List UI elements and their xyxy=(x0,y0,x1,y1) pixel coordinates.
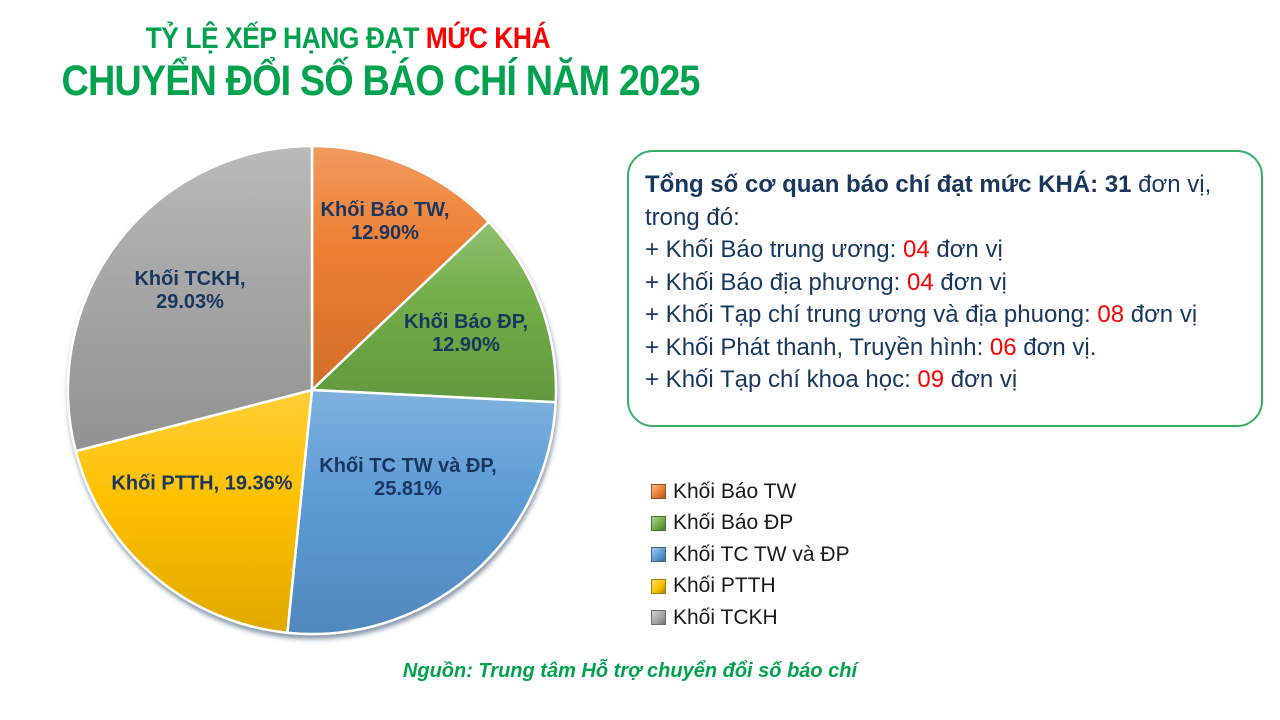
legend-item-3: Khối TC TW và ĐP xyxy=(651,539,850,571)
info-count-value: 06 xyxy=(989,333,1017,361)
info-box-line-5: + Khối Tạp chí trung ương và địa phuong:… xyxy=(645,299,1247,332)
pie-slice-label-4: Khối PTTH, 19.36% xyxy=(111,472,293,495)
info-count-value: 08 xyxy=(1097,301,1125,328)
legend-swatch-icon xyxy=(651,610,666,626)
info-box-line-3: + Khối Báo trung ương: 04 đơn vị xyxy=(645,234,1247,267)
pie-slice-2 xyxy=(310,220,558,404)
info-box-line-4: + Khối Báo địa phương: 04 đơn vị xyxy=(645,267,1247,300)
legend-item-2: Khối Báo ĐP xyxy=(651,508,850,540)
legend-label: Khối Báo ĐP xyxy=(673,511,794,535)
info-box-line-7: + Khối Tạp chí khoa học: 09 đơn vị xyxy=(645,364,1247,397)
info-count-value: 04 xyxy=(906,268,934,296)
title-line-2: CHUYỂN ĐỔI SỐ BÁO CHÍ NĂM 2025 xyxy=(61,57,701,105)
pie-slice-5 xyxy=(66,144,314,453)
pie-slice-4 xyxy=(74,388,314,634)
info-box-line-1: Tổng số cơ quan báo chí đạt mức KHÁ: 31 … xyxy=(645,169,1247,202)
pie-slice-1 xyxy=(310,144,491,392)
info-count-value: 04 xyxy=(902,236,930,263)
info-count-value: 09 xyxy=(917,366,945,393)
info-box-line-2: trong đó: xyxy=(645,202,1247,235)
info-text: + Khối Báo địa phương: xyxy=(645,268,907,296)
page-title: TỶ LỆ XẾP HẠNG ĐẠT MỨC KHÁ CHUYỂN ĐỔI SỐ… xyxy=(18,22,701,104)
info-text: + Khối Tạp chí khoa học: xyxy=(645,366,918,393)
info-text: + Khối Tạp chí trung ương và địa phuong: xyxy=(645,301,1098,328)
legend-swatch-icon xyxy=(651,515,666,531)
legend-swatch-icon xyxy=(651,578,666,594)
legend-swatch-icon xyxy=(651,547,666,563)
info-text: đơn vị. xyxy=(1016,333,1097,361)
pie-slice-label-3: Khối TC TW và ĐP, 25.81% xyxy=(319,455,497,500)
info-box-line-6: + Khối Phát thanh, Truyền hình: 06 đơn v… xyxy=(645,332,1247,365)
info-text: Tổng số cơ quan báo chí đạt mức KHÁ: 31 xyxy=(645,171,1132,198)
info-text: trong đó: xyxy=(645,203,740,231)
legend-label: Khối PTTH xyxy=(673,574,776,598)
title-segment: MỨC KHÁ xyxy=(425,22,551,55)
pie-chart xyxy=(66,144,558,636)
pie-slice-label-5: Khối TCKH, 29.03% xyxy=(134,268,246,313)
info-text: + Khối Phát thanh, Truyền hình: xyxy=(645,333,990,361)
title-segment: TỶ LỆ XẾP HẠNG ĐẠT xyxy=(145,22,426,55)
chart-legend: Khối Báo TW Khối Báo ĐP Khối TC TW và ĐP Kh… xyxy=(651,476,850,634)
info-text: + Khối Báo trung ương: xyxy=(645,236,903,263)
info-text: đơn vị xyxy=(1124,301,1198,328)
legend-swatch-icon xyxy=(651,484,666,500)
legend-item-1: Khối Báo TW xyxy=(651,476,850,508)
info-text: đơn vị xyxy=(933,268,1007,296)
info-text: đơn vị xyxy=(929,236,1003,263)
legend-item-4: Khối PTTH xyxy=(651,571,850,603)
legend-label: Khối Báo TW xyxy=(673,479,797,503)
pie-slice-label-1: Khối Báo TW, 12.90% xyxy=(320,199,450,244)
pie-slice-3 xyxy=(286,388,557,636)
legend-label: Khối TCKH xyxy=(673,605,778,629)
legend-item-5: Khối TCKH xyxy=(651,602,850,634)
legend-label: Khối TC TW và ĐP xyxy=(673,542,850,566)
info-text: đơn vị, xyxy=(1131,171,1212,198)
info-text: đơn vị xyxy=(944,366,1018,393)
source-credit: Nguồn: Trung tâm Hỗ trợ chuyển đổi số bá… xyxy=(402,660,858,682)
summary-info-box: Tổng số cơ quan báo chí đạt mức KHÁ: 31 … xyxy=(627,150,1263,427)
title-line-1: TỶ LỆ XẾP HẠNG ĐẠT MỨC KHÁ xyxy=(146,22,551,56)
pie-slice-label-2: Khối Báo ĐP, 12.90% xyxy=(403,311,529,356)
